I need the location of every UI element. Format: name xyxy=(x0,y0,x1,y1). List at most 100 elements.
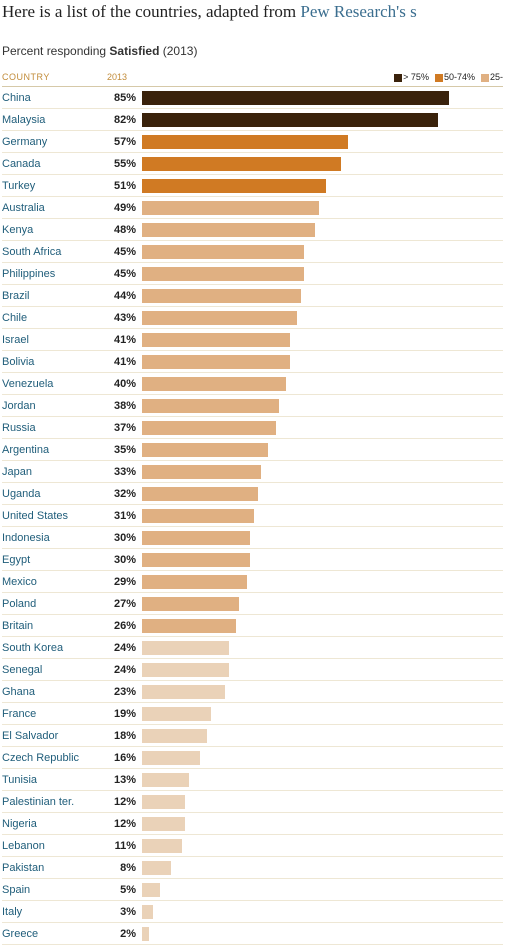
table-row: Tunisia13% xyxy=(2,769,503,791)
bar xyxy=(142,135,348,149)
bar xyxy=(142,883,160,897)
bar-cell xyxy=(142,487,503,501)
bar-cell xyxy=(142,245,503,259)
percent-label: 38% xyxy=(107,400,142,412)
bar xyxy=(142,729,207,743)
country-label: Spain xyxy=(2,884,107,896)
table-row: Pakistan8% xyxy=(2,857,503,879)
bar-cell xyxy=(142,817,503,831)
bar-cell xyxy=(142,663,503,677)
percent-label: 12% xyxy=(107,796,142,808)
bar xyxy=(142,157,341,171)
bar-cell xyxy=(142,861,503,875)
bar xyxy=(142,223,315,237)
country-label: Tunisia xyxy=(2,774,107,786)
percent-label: 33% xyxy=(107,466,142,478)
table-row: China85% xyxy=(2,87,503,109)
bar xyxy=(142,443,268,457)
percent-label: 35% xyxy=(107,444,142,456)
country-label: Uganda xyxy=(2,488,107,500)
bar xyxy=(142,663,229,677)
bar-cell xyxy=(142,311,503,325)
chart-header: COUNTRY 2013 > 75%50-74%25- xyxy=(2,68,503,87)
percent-label: 31% xyxy=(107,510,142,522)
bar xyxy=(142,927,149,941)
percent-label: 37% xyxy=(107,422,142,434)
percent-label: 24% xyxy=(107,664,142,676)
country-label: Brazil xyxy=(2,290,107,302)
bar-cell xyxy=(142,333,503,347)
bar xyxy=(142,377,286,391)
bar-cell xyxy=(142,883,503,897)
country-label: South Korea xyxy=(2,642,107,654)
bar-cell xyxy=(142,157,503,171)
country-label: Lebanon xyxy=(2,840,107,852)
percent-label: 13% xyxy=(107,774,142,786)
bar-cell xyxy=(142,91,503,105)
percent-label: 19% xyxy=(107,708,142,720)
bar xyxy=(142,685,225,699)
country-label: Turkey xyxy=(2,180,107,192)
bar xyxy=(142,333,290,347)
country-label: Israel xyxy=(2,334,107,346)
col-header-country: COUNTRY xyxy=(2,72,107,82)
percent-label: 41% xyxy=(107,356,142,368)
table-row: Bolivia41% xyxy=(2,351,503,373)
country-label: Greece xyxy=(2,928,107,940)
bar xyxy=(142,355,290,369)
country-label: Chile xyxy=(2,312,107,324)
table-row: Indonesia30% xyxy=(2,527,503,549)
bar xyxy=(142,201,319,215)
bar-cell xyxy=(142,267,503,281)
bar-cell xyxy=(142,905,503,919)
bar-cell xyxy=(142,531,503,545)
table-row: France19% xyxy=(2,703,503,725)
table-row: Ghana23% xyxy=(2,681,503,703)
bar xyxy=(142,509,254,523)
table-row: Senegal24% xyxy=(2,659,503,681)
table-row: Italy3% xyxy=(2,901,503,923)
bar xyxy=(142,179,326,193)
subtitle-suffix: (2013) xyxy=(159,44,197,58)
percent-label: 45% xyxy=(107,246,142,258)
pew-link[interactable]: Pew Research's s xyxy=(300,2,416,21)
country-label: Britain xyxy=(2,620,107,632)
bar-cell xyxy=(142,619,503,633)
percent-label: 16% xyxy=(107,752,142,764)
table-row: Czech Republic16% xyxy=(2,747,503,769)
bar-cell xyxy=(142,641,503,655)
table-row: Egypt30% xyxy=(2,549,503,571)
percent-label: 26% xyxy=(107,620,142,632)
legend-label: 25- xyxy=(490,72,503,82)
country-label: Kenya xyxy=(2,224,107,236)
table-row: Malaysia82% xyxy=(2,109,503,131)
table-row: Nigeria12% xyxy=(2,813,503,835)
percent-label: 30% xyxy=(107,554,142,566)
percent-label: 85% xyxy=(107,92,142,104)
table-row: Philippines45% xyxy=(2,263,503,285)
bar xyxy=(142,905,153,919)
percent-label: 3% xyxy=(107,906,142,918)
bar-cell xyxy=(142,421,503,435)
country-label: Poland xyxy=(2,598,107,610)
bar-cell xyxy=(142,707,503,721)
bar-cell xyxy=(142,575,503,589)
country-label: Bolivia xyxy=(2,356,107,368)
percent-label: 29% xyxy=(107,576,142,588)
bar xyxy=(142,91,449,105)
bar xyxy=(142,465,261,479)
country-label: Japan xyxy=(2,466,107,478)
bar xyxy=(142,575,247,589)
table-row: United States31% xyxy=(2,505,503,527)
bar xyxy=(142,399,279,413)
country-label: Senegal xyxy=(2,664,107,676)
table-row: Mexico29% xyxy=(2,571,503,593)
table-row: Greece2% xyxy=(2,923,503,945)
table-row: Brazil44% xyxy=(2,285,503,307)
bar-cell xyxy=(142,729,503,743)
bar xyxy=(142,751,200,765)
percent-label: 55% xyxy=(107,158,142,170)
subtitle-prefix: Percent responding xyxy=(2,44,109,58)
bar-cell xyxy=(142,773,503,787)
table-row: Russia37% xyxy=(2,417,503,439)
